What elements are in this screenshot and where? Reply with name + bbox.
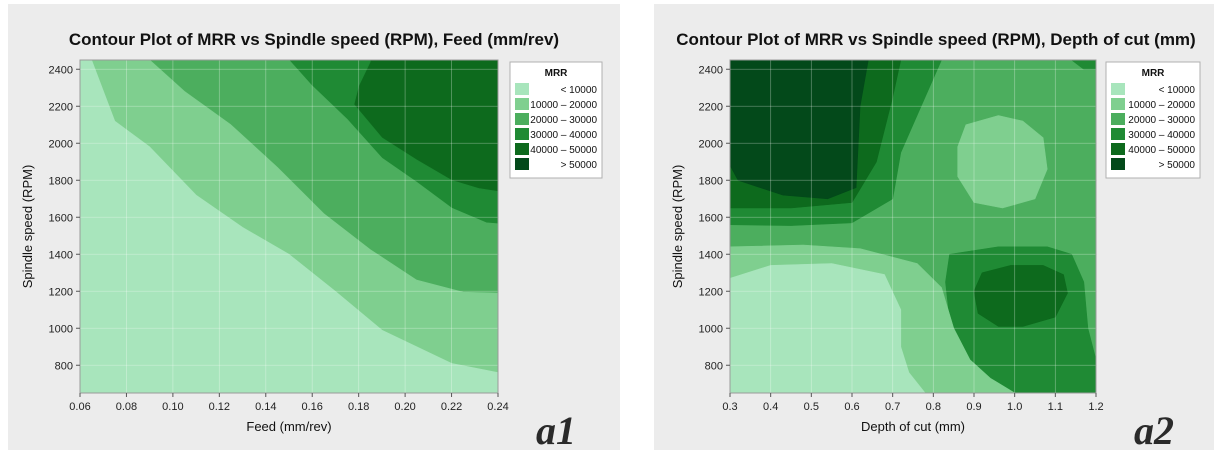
legend-label: 20000 – 30000	[1128, 115, 1195, 126]
contour-plot-a1: Contour Plot of MRR vs Spindle speed (RP…	[20, 30, 603, 450]
legend-swatch	[1111, 113, 1125, 125]
contour-region-5	[973, 265, 1068, 327]
legend-swatch	[1111, 83, 1125, 95]
y-tick-label: 1200	[699, 286, 723, 298]
legend-swatch	[515, 128, 529, 140]
y-tick-label: 1400	[49, 249, 73, 261]
x-tick-label: 0.08	[116, 401, 137, 413]
x-axis-label: Feed (mm/rev)	[246, 419, 331, 434]
x-tick-label: 0.22	[441, 401, 462, 413]
y-tick-label: 1800	[49, 175, 73, 187]
legend-swatch	[1111, 143, 1125, 155]
x-tick-label: 0.6	[844, 401, 859, 413]
legend-label: 40000 – 50000	[530, 145, 597, 156]
gridlines	[730, 60, 1096, 393]
x-tick-label: 0.4	[763, 401, 778, 413]
chart-title: Contour Plot of MRR vs Spindle speed (RP…	[676, 30, 1195, 49]
legend-swatch	[515, 143, 529, 155]
x-tick-label: 1.2	[1088, 401, 1103, 413]
legend-label: < 10000	[1159, 85, 1196, 96]
x-tick-label: 0.16	[302, 401, 323, 413]
legend-swatch	[1111, 128, 1125, 140]
y-tick-label: 2400	[699, 64, 723, 76]
legend: MRR < 10000 10000 – 20000 20000 – 30000 3000…	[509, 61, 603, 179]
contour-plot-panel-a1: Contour Plot of MRR vs Spindle speed (RP…	[8, 4, 620, 450]
y-tick-label: 2000	[49, 138, 73, 150]
contour-region-10	[957, 115, 1048, 209]
x-tick-label: 1.1	[1048, 401, 1063, 413]
legend-label: < 10000	[561, 85, 598, 96]
y-tick-label: 1400	[699, 249, 723, 261]
y-tick-label: 2200	[49, 101, 73, 113]
x-tick-label: 0.9	[966, 401, 981, 413]
legend-label: 30000 – 40000	[530, 130, 597, 141]
legend-swatch	[1111, 98, 1125, 110]
contour-plot-a2: Contour Plot of MRR vs Spindle speed (RP…	[670, 30, 1201, 450]
legend-label: 20000 – 30000	[530, 115, 597, 126]
x-tick-label: 0.18	[348, 401, 369, 413]
legend-label: 10000 – 20000	[530, 100, 597, 111]
x-tick-label: 0.10	[162, 401, 183, 413]
chart-title: Contour Plot of MRR vs Spindle speed (RP…	[69, 30, 559, 49]
x-tick-label: 0.5	[804, 401, 819, 413]
legend-swatch	[515, 83, 529, 95]
x-axis-label: Depth of cut (mm)	[861, 419, 965, 434]
contour-region-9	[730, 263, 926, 393]
contour-region-2	[1071, 60, 1096, 70]
y-tick-label: 800	[705, 360, 723, 372]
legend-label: 40000 – 50000	[1128, 145, 1195, 156]
legend-label: 10000 – 20000	[1128, 100, 1195, 111]
contour-plot-panel-a2: Contour Plot of MRR vs Spindle speed (RP…	[654, 4, 1214, 450]
x-tick-label: 0.7	[885, 401, 900, 413]
legend-title: MRR	[1142, 68, 1166, 79]
y-tick-label: 1600	[699, 212, 723, 224]
x-tick-label: 0.8	[926, 401, 941, 413]
contour-regions	[730, 60, 1096, 393]
x-tick-label: 0.24	[487, 401, 508, 413]
legend-label: 30000 – 40000	[1128, 130, 1195, 141]
x-tick-label: 0.14	[255, 401, 276, 413]
legend: MRR < 10000 10000 – 20000 20000 – 30000 3000…	[1105, 61, 1201, 179]
contour-region-0	[80, 60, 498, 393]
y-tick-label: 2000	[699, 138, 723, 150]
x-tick-label: 1.0	[1007, 401, 1022, 413]
x-tick-label: 0.06	[69, 401, 90, 413]
panel-tag: a2	[1134, 408, 1174, 450]
y-axis-label: Spindle speed (RPM)	[670, 165, 685, 289]
x-tick-label: 0.12	[209, 401, 230, 413]
y-tick-label: 1600	[49, 212, 73, 224]
legend-swatch	[515, 158, 529, 170]
y-tick-label: 1200	[49, 286, 73, 298]
legend-label: > 50000	[561, 160, 598, 171]
y-tick-label: 1000	[49, 323, 73, 335]
contour-regions	[80, 60, 498, 393]
y-axis-label: Spindle speed (RPM)	[20, 165, 35, 289]
legend-swatch	[1111, 158, 1125, 170]
x-tick-label: 0.20	[394, 401, 415, 413]
y-tick-label: 1800	[699, 175, 723, 187]
legend-swatch	[515, 113, 529, 125]
gridlines	[80, 60, 498, 393]
plot-frame	[729, 59, 1097, 394]
legend-swatch	[515, 98, 529, 110]
y-tick-label: 2200	[699, 101, 723, 113]
contour-region-6	[730, 60, 869, 200]
legend-label: > 50000	[1159, 160, 1196, 171]
plot-frame	[79, 59, 499, 394]
legend-title: MRR	[545, 68, 569, 79]
panel-tag: a1	[536, 408, 576, 450]
y-tick-label: 2400	[49, 64, 73, 76]
y-tick-label: 800	[55, 360, 73, 372]
y-tick-label: 1000	[699, 323, 723, 335]
x-tick-label: 0.3	[722, 401, 737, 413]
